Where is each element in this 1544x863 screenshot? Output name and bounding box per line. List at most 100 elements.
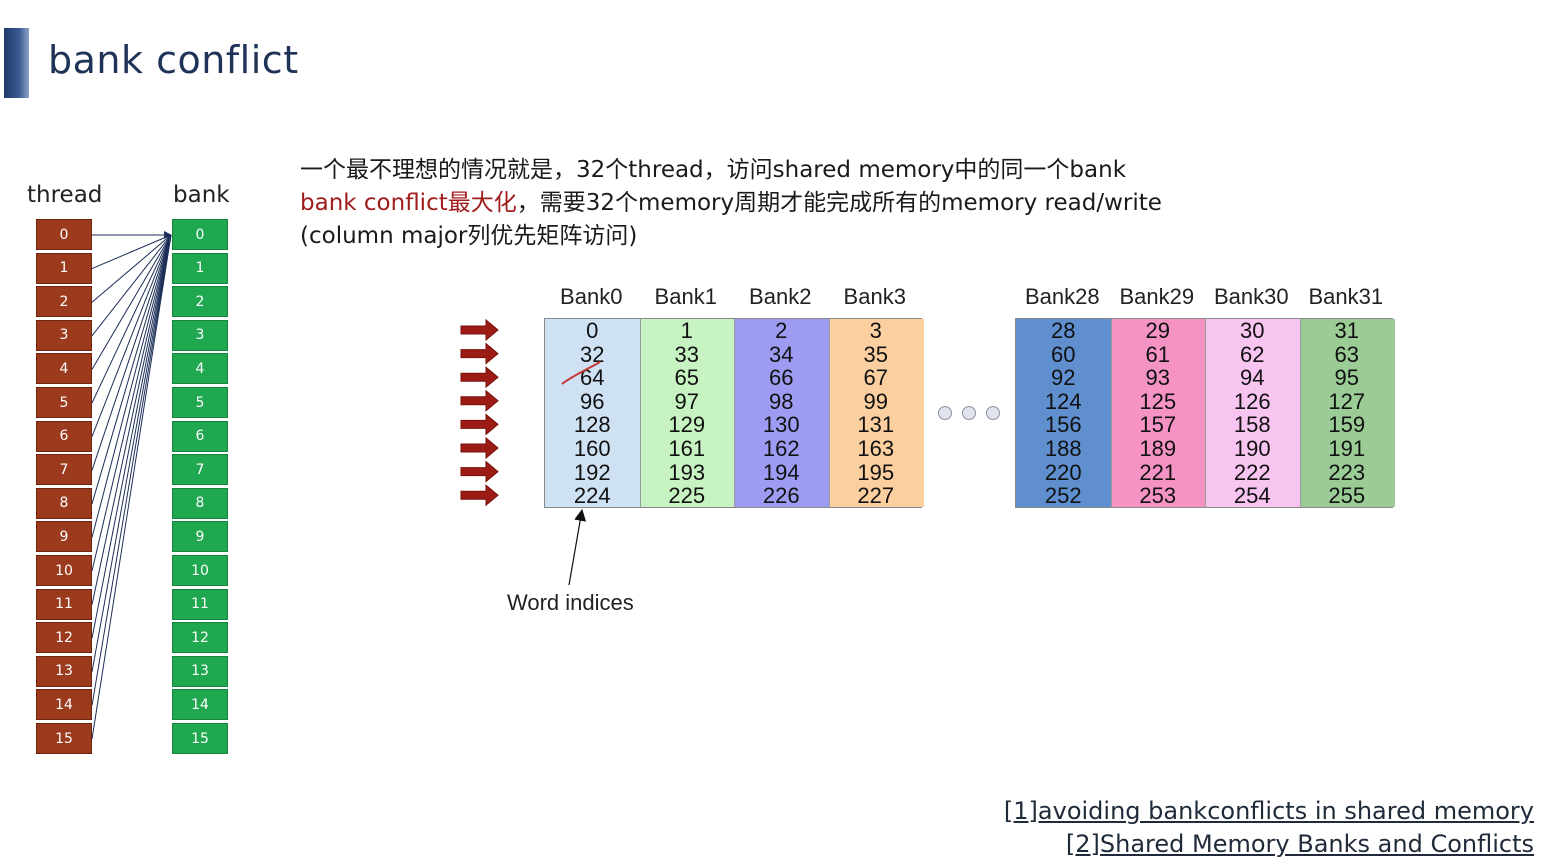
ellipsis-dot — [962, 406, 976, 420]
bank-column-fill — [545, 319, 640, 507]
description-highlight: bank conflict最大化 — [300, 190, 517, 216]
word-index-cell: 161 — [668, 436, 706, 461]
bank-cell: 4 — [172, 353, 228, 385]
reference-link-1[interactable]: [1]avoiding bankconflicts in shared memo… — [1003, 797, 1534, 825]
word-index-cell: 253 — [1139, 483, 1177, 509]
word-index-cell: 130 — [762, 412, 800, 438]
connection-line — [91, 234, 172, 337]
word-index-cell: 34 — [769, 341, 794, 367]
word-index-cell: 252 — [1044, 483, 1082, 509]
bank-cell: 1 — [172, 252, 228, 284]
row-arrow-icon — [460, 460, 499, 483]
word-index-cell: 193 — [668, 459, 706, 485]
word-index-cell: 29 — [1145, 318, 1170, 343]
thread-cell: 7 — [36, 454, 92, 486]
bank-cell: 6 — [172, 420, 228, 452]
word-index-cell: 64 — [580, 365, 605, 391]
bank-column-fill — [639, 319, 735, 507]
thread-cell: 0 — [36, 219, 92, 250]
connection-line — [91, 234, 172, 504]
connection-line — [91, 234, 172, 404]
connection-line — [91, 234, 172, 605]
thread-cell: 5 — [36, 387, 92, 418]
thread-cell: 10 — [36, 555, 92, 586]
word-index-cell: 158 — [1233, 412, 1271, 438]
bank-header: Bank28 — [1024, 284, 1100, 309]
word-index-cell: 190 — [1233, 436, 1271, 461]
word-index-cell: 226 — [762, 483, 800, 509]
bank-cell: 11 — [172, 588, 228, 620]
bank-column-fill — [1016, 319, 1111, 507]
bank-cell: 8 — [172, 487, 228, 519]
bank-cell: 0 — [172, 219, 228, 250]
row-arrow-icon — [460, 318, 499, 342]
bank-cell: 2 — [172, 286, 228, 318]
description-line-2-rest: ，需要32个memory周期才能完成所有的memory read/write — [516, 190, 1162, 216]
word-index-cell: 126 — [1233, 388, 1271, 414]
word-index-cell: 32 — [580, 341, 605, 367]
bank-header: Bank3 — [843, 284, 906, 309]
description-line-3: (column major列优先矩阵访问) — [300, 223, 638, 249]
ellipsis-dot — [986, 406, 1000, 420]
word-index-cell: 96 — [580, 388, 605, 414]
word-index-cell: 254 — [1233, 483, 1271, 509]
right-word-grid: 28 29 30 31 60 61 62 63 92 93 94 95 124 125 126 127 156 1… — [1015, 318, 1395, 509]
word-index-cell: 35 — [863, 341, 888, 367]
word-index-cell: 65 — [674, 365, 699, 391]
bank-cell: 15 — [172, 723, 228, 754]
thread-cell: 15 — [36, 723, 92, 754]
word-index-cell: 66 — [769, 365, 794, 391]
connection-line — [91, 234, 172, 437]
word-index-cell: 98 — [769, 388, 794, 414]
annotation-stroke — [561, 361, 601, 385]
bank-header: Bank2 — [749, 284, 812, 309]
bank-header: Bank1 — [654, 284, 717, 309]
word-index-cell: 224 — [573, 483, 611, 509]
bank-column-fill — [828, 319, 924, 507]
bank-column-fill — [1299, 319, 1395, 507]
word-index-cell: 127 — [1328, 388, 1366, 414]
row-arrow-icon — [460, 436, 499, 460]
word-index-cell: 1 — [680, 318, 693, 343]
connection-line — [91, 234, 172, 370]
title-accent-bar — [4, 28, 29, 98]
connection-line — [91, 234, 172, 538]
word-indices-label: Word indices — [507, 590, 634, 615]
reference-link-2[interactable]: [2]Shared Memory Banks and Conflicts — [1065, 830, 1534, 858]
word-index-cell: 0 — [586, 318, 599, 343]
thread-cell: 11 — [36, 588, 92, 620]
word-index-cell: 124 — [1044, 388, 1082, 414]
connection-line — [91, 234, 172, 572]
bank-column-fill — [1110, 319, 1206, 507]
row-arrow-icon — [460, 366, 499, 389]
thread-cell: 3 — [36, 319, 92, 351]
word-index-cell: 157 — [1139, 412, 1177, 438]
thread-cell: 9 — [36, 521, 92, 553]
connection-line — [91, 234, 172, 706]
word-index-cell: 93 — [1145, 365, 1170, 391]
word-index-cell: 97 — [674, 388, 699, 414]
word-index-cell: 189 — [1139, 436, 1177, 461]
word-index-cell: 125 — [1139, 388, 1177, 414]
bank-header: Bank31 — [1308, 284, 1384, 309]
connection-line — [91, 234, 172, 471]
word-index-cell: 163 — [857, 436, 895, 461]
thread-cell: 1 — [36, 252, 92, 284]
word-index-cell: 30 — [1240, 318, 1265, 343]
thread-cell: 6 — [36, 420, 92, 452]
word-index-cell: 192 — [573, 459, 611, 485]
word-index-cell: 255 — [1328, 483, 1366, 509]
word-index-cell: 227 — [857, 483, 895, 509]
description-line-1: 一个最不理想的情况就是，32个thread，访问shared memory中的同… — [300, 157, 1127, 183]
bank-header: Bank29 — [1119, 284, 1195, 309]
word-index-cell: 220 — [1044, 459, 1082, 485]
bank-header: Bank30 — [1213, 284, 1289, 309]
word-indices-pointer — [568, 508, 587, 586]
thread-cell: 14 — [36, 689, 92, 721]
row-arrow-icon — [460, 413, 499, 436]
word-index-cell: 191 — [1328, 436, 1366, 461]
word-index-cell: 92 — [1051, 365, 1076, 391]
bank-cell: 7 — [172, 454, 228, 486]
